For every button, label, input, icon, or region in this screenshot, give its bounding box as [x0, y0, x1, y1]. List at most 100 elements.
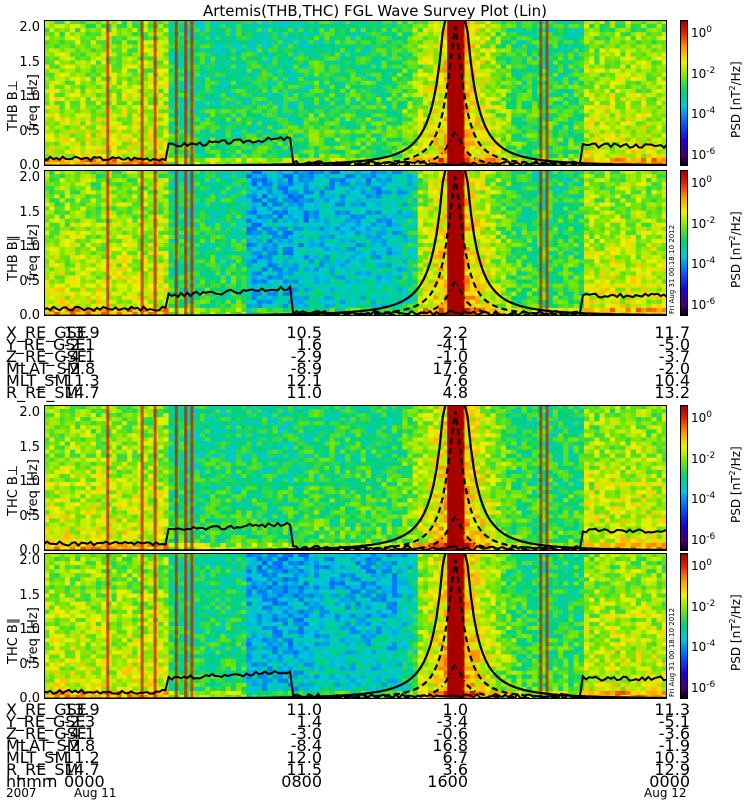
spectrogram-cell [568, 40, 575, 45]
spectrogram-cell [651, 101, 658, 106]
spectrogram-cell [641, 109, 647, 114]
spectrogram-cell [116, 161, 123, 166]
spectrogram-cell [615, 145, 621, 151]
spectrogram-cell [350, 32, 357, 37]
spectrogram-cell [90, 145, 97, 151]
spectrogram-cell [319, 109, 325, 114]
spectrogram-cell [204, 76, 211, 82]
spectrogram-cell [262, 101, 268, 106]
spectrogram-cell [308, 44, 315, 49]
spectrogram-cell [204, 48, 211, 54]
spectrogram-cell [407, 52, 414, 58]
spectrogram-cell [656, 88, 663, 94]
spectrogram-cell [609, 72, 616, 78]
spectrogram-cell [54, 97, 61, 102]
spectrogram-cell [474, 32, 481, 37]
spectrogram-cell [360, 125, 367, 131]
spectrogram-cell [111, 153, 118, 159]
spectrogram-cell [334, 68, 341, 74]
spectrogram-cell [277, 56, 284, 62]
spectrogram-cell [542, 68, 549, 74]
spectrogram-cell [334, 149, 341, 155]
spectrogram-cell [651, 80, 658, 86]
spectrogram-cell [474, 133, 481, 139]
spectrogram-cell [589, 56, 595, 62]
spectrogram-cell [127, 72, 133, 78]
spectrogram-cell [49, 24, 55, 29]
spectrogram-cell [552, 141, 559, 147]
spectrogram-cell [132, 113, 139, 118]
spectrogram-cell [422, 36, 429, 41]
spectrogram-cell [90, 303, 97, 309]
spectrogram-cell [101, 121, 107, 127]
spectrogram-cell [69, 275, 76, 281]
spectrogram-cell [95, 24, 102, 29]
spectrogram-cell [474, 121, 481, 127]
spectrogram-cell [69, 109, 76, 114]
spectrogram-cell [376, 145, 383, 151]
spectrogram-cell [44, 230, 50, 236]
spectrogram-cell [210, 105, 216, 110]
spectrogram-cell [44, 251, 50, 256]
spectrogram-cell [506, 20, 512, 25]
spectrogram-cell [511, 125, 518, 131]
spectrogram-cell [391, 153, 398, 159]
spectrogram-cell [236, 113, 242, 118]
spectrogram-cell [350, 28, 357, 33]
spectrogram-cell [178, 48, 185, 54]
spectrogram-cell [80, 311, 87, 316]
spectrogram-cell [54, 93, 61, 98]
spectrogram-cell [75, 137, 81, 143]
spectrogram-cell [604, 20, 611, 25]
spectrogram-cell [381, 64, 388, 70]
spectrogram-cell [267, 48, 274, 54]
spectrogram-cell [121, 206, 128, 212]
spectrogram-cell [532, 44, 538, 49]
spectrogram-cell [127, 137, 133, 143]
spectrogram-cell [111, 141, 118, 147]
spectrogram-cell [44, 255, 50, 260]
spectrogram-cell [583, 28, 590, 33]
colorbar-step [680, 27, 688, 31]
spectrogram-cell [438, 105, 445, 110]
spectrogram-cell [95, 194, 102, 199]
spectrogram-cell [526, 72, 533, 78]
spectrogram-cell [500, 32, 507, 37]
spectrogram-cell [641, 149, 647, 155]
spectrogram-cell [256, 20, 263, 25]
spectrogram-cell [178, 56, 185, 62]
spectrogram-cell [376, 93, 383, 98]
spectrogram-cell [371, 145, 377, 151]
spectrogram-cell [589, 80, 595, 86]
spectrogram-cell [101, 251, 107, 256]
spectrogram-cell [568, 76, 575, 82]
spectrogram-cell [90, 36, 97, 41]
spectrogram-cell [615, 84, 621, 90]
spectrogram-cell [542, 105, 549, 110]
spectrogram-cell [490, 44, 497, 49]
spectrogram-cell [599, 145, 606, 151]
spectrogram-cell [594, 48, 601, 54]
spectrogram-cell [402, 36, 409, 41]
spectrogram-cell [147, 145, 154, 151]
spectrogram-cell [345, 157, 351, 163]
spectrogram-cell [80, 20, 87, 25]
spectrogram-cell [90, 226, 97, 232]
spectrogram-cell [85, 105, 92, 110]
spectrogram-cell [313, 80, 320, 86]
spectrogram-cell [267, 149, 274, 155]
spectrogram-cell [288, 129, 294, 135]
spectrogram-cell [397, 28, 403, 33]
spectrogram-cell [433, 72, 440, 78]
spectrogram-cell [506, 48, 512, 54]
spectrogram-cell [158, 84, 165, 90]
spectrogram-cell [646, 149, 653, 155]
spectrogram-cell [225, 80, 232, 86]
spectrogram-cell [49, 202, 55, 208]
spectrogram-cell [293, 56, 299, 62]
spectrogram-cell [54, 259, 61, 264]
spectrogram-cell [500, 105, 507, 110]
spectrogram-cell [412, 36, 419, 41]
spectrogram-cell [111, 226, 118, 232]
spectrogram-cell [121, 271, 128, 277]
